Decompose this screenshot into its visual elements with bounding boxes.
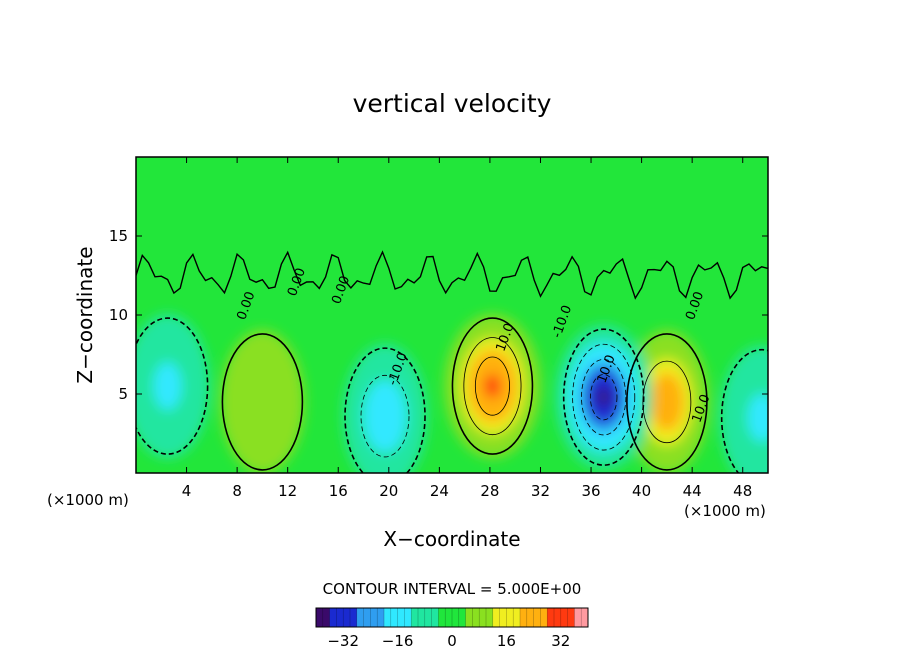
- colorbar-gradient: [315, 608, 589, 627]
- contour-line: [360, 374, 410, 458]
- x-tick-label: 48: [733, 482, 752, 500]
- contour-lines: [136, 250, 768, 473]
- colorbar-cell: [520, 608, 528, 627]
- contour-line: [451, 317, 534, 455]
- contour-line: [589, 374, 618, 421]
- x-axis-label: X−coordinate: [383, 527, 520, 551]
- y-axis-label: Z−coordinate: [73, 246, 97, 383]
- colorbar-cell: [479, 608, 487, 627]
- colorbar-cell: [397, 608, 405, 627]
- colorbar-tick-label: −32: [327, 632, 359, 650]
- contour-line: [626, 333, 708, 471]
- colorbar: −32 −16 0 16 32: [315, 607, 589, 650]
- x-tick-label: 24: [430, 482, 449, 500]
- velocity-field: [136, 314, 768, 473]
- x-axis-ticks: 4 8 12 16 20 24 28 32 36 40 44 48: [182, 157, 752, 500]
- colorbar-cell: [499, 608, 507, 627]
- colorbar-cell: [486, 608, 494, 627]
- colorbar-tick-label: 0: [447, 632, 457, 650]
- x-tick-label: 20: [379, 482, 398, 500]
- chart-title: vertical velocity: [353, 89, 552, 118]
- x-tick-label: 32: [531, 482, 550, 500]
- zero-contour: [136, 250, 768, 300]
- x-tick-label: 4: [182, 482, 192, 500]
- x-tick-label: 44: [683, 482, 702, 500]
- field-level: [153, 362, 182, 411]
- contour-line: [720, 348, 768, 473]
- colorbar-cell: [567, 608, 575, 627]
- colorbar-cell: [322, 608, 330, 627]
- contour-line: [463, 337, 522, 436]
- colorbar-tick-label: 16: [497, 632, 516, 650]
- colorbar-ticks: −32 −16 0 16 32: [327, 632, 570, 650]
- x-tick-label: 8: [232, 482, 242, 500]
- colorbar-cell: [492, 608, 500, 627]
- colorbar-cell: [384, 608, 392, 627]
- x-unit-label-right: (×1000 m): [684, 502, 766, 520]
- x-tick-label: 12: [278, 482, 297, 500]
- colorbar-cell: [465, 608, 473, 627]
- colorbar-cell: [452, 608, 460, 627]
- colorbar-cell: [560, 608, 568, 627]
- field-level: [658, 387, 676, 417]
- colorbar-cell: [431, 608, 439, 627]
- contour-line: [474, 356, 510, 416]
- colorbar-cell: [526, 608, 534, 627]
- x-tick-label: 16: [329, 482, 348, 500]
- colorbar-cell: [363, 608, 371, 627]
- colorbar-cell: [424, 608, 432, 627]
- field-level: [241, 365, 284, 438]
- colorbar-cell: [554, 608, 562, 627]
- colorbar-cell: [316, 608, 324, 627]
- contour-line: [562, 328, 645, 466]
- colorbar-cell: [377, 608, 385, 627]
- contour-line: [581, 358, 627, 436]
- colorbar-cell: [533, 608, 541, 627]
- x-tick-label: 36: [581, 482, 600, 500]
- colorbar-cell: [458, 608, 466, 627]
- colorbar-cell: [506, 608, 514, 627]
- colorbar-tick-label: 32: [551, 632, 570, 650]
- colorbar-cell: [581, 608, 589, 627]
- colorbar-cell: [356, 608, 364, 627]
- field-level: [747, 393, 768, 442]
- contour-interval-label: CONTOUR INTERVAL = 5.000E+00: [323, 580, 582, 598]
- colorbar-cell: [336, 608, 344, 627]
- y-tick-label: 15: [109, 227, 128, 245]
- colorbar-cell: [411, 608, 419, 627]
- colorbar-cell: [445, 608, 453, 627]
- field-level: [484, 374, 501, 399]
- x-tick-label: 28: [480, 482, 499, 500]
- y-axis-ticks: 5 10 15: [109, 227, 768, 403]
- colorbar-cell: [329, 608, 337, 627]
- y-tick-label: 10: [109, 306, 128, 324]
- colorbar-cell: [472, 608, 480, 627]
- colorbar-cell: [513, 608, 521, 627]
- field-level: [374, 398, 396, 435]
- contour-line: [344, 347, 426, 473]
- x-tick-label: 40: [632, 482, 651, 500]
- colorbar-cell: [343, 608, 351, 627]
- contour-line: [136, 317, 209, 455]
- colorbar-cell: [547, 608, 555, 627]
- colorbar-cell: [418, 608, 426, 627]
- colorbar-cell: [404, 608, 412, 627]
- x-unit-label-left: (×1000 m): [47, 491, 129, 509]
- colorbar-cell: [370, 608, 378, 627]
- colorbar-cell: [350, 608, 358, 627]
- field-level: [597, 388, 610, 407]
- colorbar-cell: [390, 608, 398, 627]
- colorbar-cell: [574, 608, 582, 627]
- contour-line: [221, 333, 304, 471]
- colorbar-cell: [438, 608, 446, 627]
- contour-line: [572, 343, 636, 451]
- colorbar-cell: [540, 608, 548, 627]
- colorbar-tick-label: −16: [382, 632, 414, 650]
- y-tick-label: 5: [118, 385, 128, 403]
- colorbar-frame: [315, 607, 589, 628]
